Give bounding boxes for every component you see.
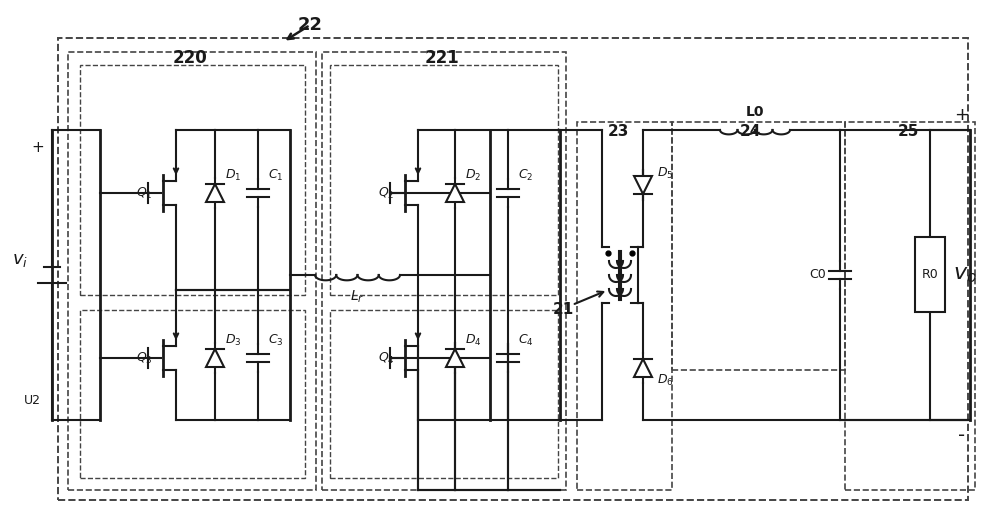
Text: $D_4$: $D_4$ <box>465 332 481 348</box>
Text: 22: 22 <box>298 16 322 34</box>
Text: $D_2$: $D_2$ <box>465 167 481 183</box>
Polygon shape <box>206 349 224 367</box>
Text: $Q_4$: $Q_4$ <box>378 350 394 365</box>
Text: $D_5$: $D_5$ <box>657 166 673 181</box>
Bar <box>577 122 672 490</box>
Polygon shape <box>446 184 464 202</box>
Text: 221: 221 <box>425 49 459 67</box>
Text: +: + <box>32 141 44 156</box>
Text: C0: C0 <box>810 269 826 281</box>
Text: 24: 24 <box>739 124 761 140</box>
Bar <box>80 65 305 295</box>
Text: $v_o$: $v_o$ <box>953 265 977 285</box>
Text: $C_2$: $C_2$ <box>518 167 534 183</box>
Text: $C_3$: $C_3$ <box>268 332 284 348</box>
Bar <box>915 237 945 312</box>
Text: 220: 220 <box>173 49 207 67</box>
Text: -: - <box>958 425 966 444</box>
Text: $C_1$: $C_1$ <box>268 167 284 183</box>
Text: R0: R0 <box>922 269 938 281</box>
Bar <box>330 310 558 478</box>
Text: $C_4$: $C_4$ <box>518 332 534 348</box>
Polygon shape <box>206 184 224 202</box>
Polygon shape <box>634 359 652 377</box>
Text: $L_r$: $L_r$ <box>350 289 364 305</box>
Text: +: + <box>954 106 970 124</box>
Bar <box>80 310 305 478</box>
Bar <box>845 122 975 490</box>
Polygon shape <box>446 349 464 367</box>
Bar <box>322 52 566 490</box>
Text: 25: 25 <box>897 124 919 140</box>
Bar <box>58 38 968 500</box>
Bar <box>68 52 316 490</box>
Text: $Q_1$: $Q_1$ <box>136 185 152 201</box>
Text: U2: U2 <box>24 393 40 407</box>
Text: 23: 23 <box>607 124 629 140</box>
Text: $D_1$: $D_1$ <box>225 167 241 183</box>
Text: 21: 21 <box>552 303 574 318</box>
Text: $D_3$: $D_3$ <box>225 332 241 348</box>
Text: $Q_2$: $Q_2$ <box>378 185 394 201</box>
Bar <box>672 122 845 370</box>
Text: $Q_3$: $Q_3$ <box>136 350 152 365</box>
Text: $D_6$: $D_6$ <box>657 372 673 388</box>
Text: $v_i$: $v_i$ <box>12 251 28 269</box>
Bar <box>330 65 558 295</box>
Text: L0: L0 <box>746 105 764 119</box>
Polygon shape <box>634 176 652 194</box>
